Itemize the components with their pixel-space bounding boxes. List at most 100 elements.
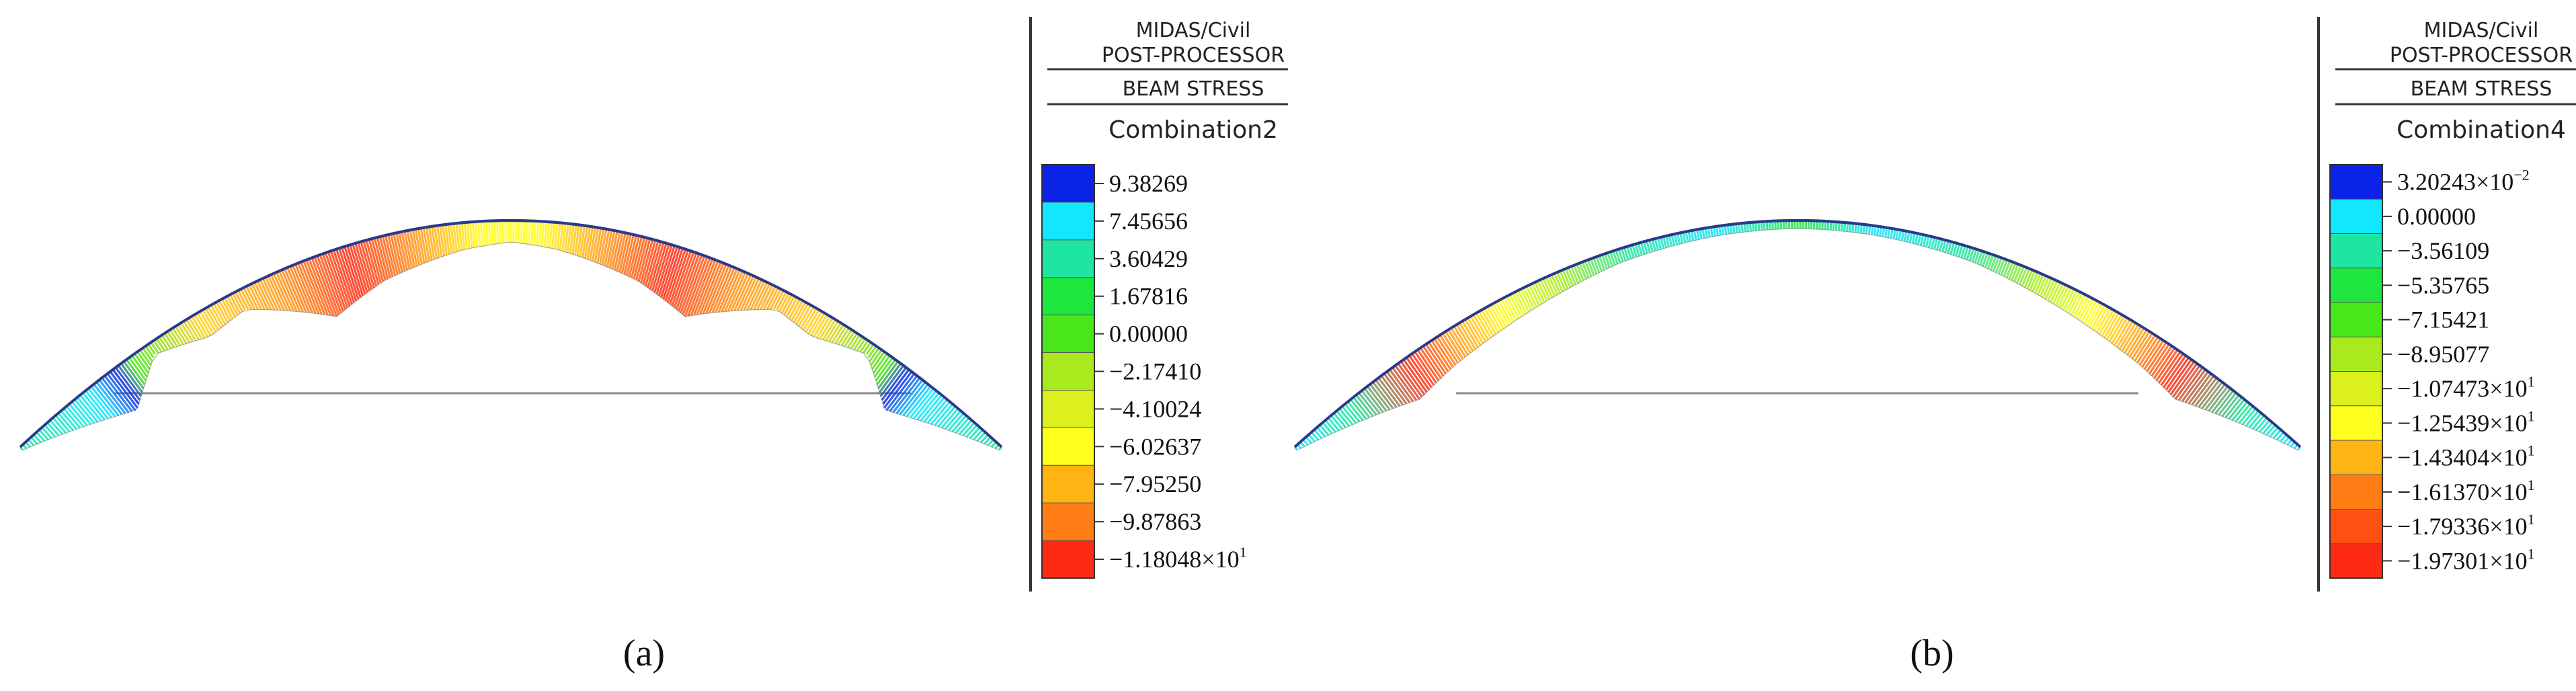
hatch-stroke [316,255,340,315]
hatch-stroke [1726,225,1730,235]
hatch-stroke [1408,355,1433,389]
hatch-stroke [865,343,875,355]
hatch-stroke [1704,228,1708,239]
hatch-stroke [793,301,807,323]
hatch-stroke [226,295,239,316]
legend-value-exponent: 1 [1240,544,1247,561]
hatch-stroke [717,268,739,313]
hatch-stroke [591,227,600,262]
hatch-stroke [895,379,924,415]
hatch-stroke [428,227,436,260]
hatch-stroke [1955,243,1961,257]
hatch-stroke [120,362,143,393]
hatch-stroke [1824,220,1827,230]
hatch-stroke [657,245,676,296]
hatch-stroke [1338,407,1354,425]
hatch-stroke [1724,225,1728,235]
hatch-stroke [750,280,766,311]
hatch-stroke [395,233,406,272]
hatch-stroke [651,243,668,292]
hatch-stroke [965,424,978,438]
hatch-stroke [1715,226,1720,236]
hatch-stroke [460,222,466,250]
hatch-stroke [1353,396,1371,419]
legend-value: −1.18048×101 [1109,544,1247,573]
legend-value: −7.95250 [1109,471,1201,497]
hatch-stroke [1892,229,1897,239]
hatch-stroke [1489,304,1504,330]
hatch-stroke [642,239,657,285]
hatch-stroke [237,290,249,311]
hatch-stroke [873,355,891,378]
hatch-stroke [969,426,981,440]
hatch-stroke [705,263,727,314]
hatch-stroke [601,229,610,266]
hatch-stroke [403,231,413,269]
hatch-stroke [955,417,970,434]
hatch-stroke [2128,329,2148,358]
color-bar-segment [1042,390,1094,428]
hatch-stroke [882,368,910,405]
hatch-stroke [1925,235,1930,247]
hatch-stroke [474,221,479,247]
hatch-stroke [528,220,531,245]
hatch-stroke [637,238,651,282]
hatch-stroke [430,226,438,259]
legend-value-mantissa: −1.25439×10 [2397,409,2528,436]
hatch-stroke [1589,258,1598,275]
hatch-stroke [983,436,992,445]
hatch-stroke [128,356,147,382]
hatch-stroke [871,351,885,370]
hatch-stroke [398,232,409,271]
hatch-stroke [1470,315,1487,343]
hatch-stroke [559,222,564,251]
hatch-stroke [805,309,820,333]
color-bar-segment [1042,465,1094,503]
hatch-stroke [2065,290,2078,313]
hatch-stroke [68,403,88,426]
hatch-stroke [2072,294,2087,318]
hatch-stroke [872,353,888,374]
hatch-stroke [549,222,553,249]
hatch-stroke [589,227,597,261]
hatch-stroke [2276,431,2285,441]
color-bar-segment [1042,239,1094,278]
hatch-stroke [71,401,92,425]
hatch-stroke [2111,317,2128,344]
hatch-stroke [106,372,136,411]
hatch-stroke [1523,287,1535,309]
hatch-stroke [1890,228,1894,239]
color-bar-segment [1042,352,1094,391]
hatch-stroke [1701,228,1705,239]
hatch-stroke [606,230,616,268]
hatch-stroke [76,396,99,423]
hatch-stroke [1324,419,1336,433]
hatch-stroke [166,331,178,348]
hatch-stroke [2088,302,2103,328]
hatch-stroke [2184,370,2210,403]
hatch-stroke [2231,401,2249,421]
hatch-stroke [381,235,394,277]
hatch-stroke [117,364,143,397]
hatch-stroke [633,237,646,280]
hatch-stroke [436,225,443,257]
hatch-stroke [1870,225,1874,235]
hatch-stroke [2214,390,2235,415]
hatch-stroke [2141,337,2162,368]
hatch-stroke [1979,251,1986,266]
color-bar-segment [2330,337,2382,372]
hatch-stroke [245,286,259,311]
hatch-stroke [844,331,856,348]
hatch-stroke [349,244,366,295]
hatch-stroke [2177,366,2204,401]
hatch-stroke [2224,396,2243,419]
hatch-stroke [696,260,719,315]
hatch-stroke [2279,434,2288,442]
hatch-stroke [370,238,385,282]
hatch-stroke [1525,286,1538,308]
hatch-stroke [1939,239,1944,251]
color-bar-segment [1042,202,1094,241]
hatch-stroke [433,225,440,258]
hatch-stroke [1867,225,1871,235]
hatch-stroke [36,431,46,442]
